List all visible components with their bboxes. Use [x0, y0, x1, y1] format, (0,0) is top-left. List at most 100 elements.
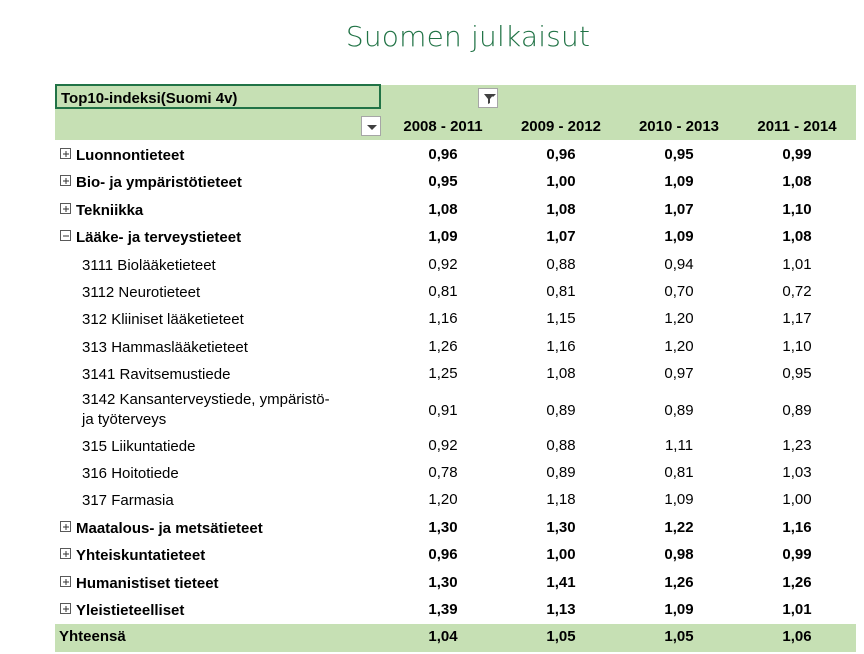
table-cell[interactable]: 0,89: [664, 401, 694, 419]
column-header[interactable]: 2008 - 2011: [403, 118, 483, 135]
table-cell[interactable]: 1,39: [428, 601, 458, 618]
table-cell[interactable]: 0,94: [664, 255, 694, 273]
report-filter-cell[interactable]: Top10-indeksi(Suomi 4v): [55, 84, 381, 109]
row-label[interactable]: Bio- ja ympäristötieteet: [76, 173, 242, 193]
row-label[interactable]: Luonnontieteet: [76, 146, 184, 166]
row-label[interactable]: Yhteiskuntatieteet: [76, 546, 205, 566]
table-cell[interactable]: 1,09: [664, 491, 694, 509]
table-cell[interactable]: 1,08: [782, 228, 812, 246]
table-cell[interactable]: 1,20: [664, 310, 694, 328]
table-cell[interactable]: 1,00: [782, 491, 812, 509]
table-cell[interactable]: 0,92: [428, 255, 458, 273]
table-cell[interactable]: 1,16: [782, 518, 812, 536]
table-cell[interactable]: 0,89: [546, 401, 576, 419]
collapse-icon[interactable]: [60, 230, 71, 242]
table-cell[interactable]: 1,11: [664, 436, 694, 454]
expand-icon[interactable]: [60, 175, 71, 187]
expand-icon[interactable]: [60, 148, 71, 159]
table-cell[interactable]: 1,00: [546, 173, 576, 191]
table-cell[interactable]: 0,70: [664, 283, 694, 300]
table-cell[interactable]: 1,10: [782, 337, 812, 355]
table-cell[interactable]: 0,96: [428, 546, 458, 564]
table-cell[interactable]: 0,81: [546, 283, 576, 300]
table-cell[interactable]: 0,96: [546, 146, 576, 163]
expand-icon[interactable]: [60, 603, 71, 614]
table-cell[interactable]: 1,16: [428, 310, 458, 328]
row-label[interactable]: 3142 Kansanterveystiede, ympäristö-ja ty…: [82, 390, 330, 430]
row-label[interactable]: Lääke- ja terveystieteet: [76, 228, 241, 248]
column-header[interactable]: 2010 - 2013: [638, 118, 720, 135]
row-label[interactable]: Tekniikka: [76, 201, 143, 221]
table-cell[interactable]: 1,16: [546, 337, 576, 355]
table-cell[interactable]: 1,26: [664, 573, 694, 591]
table-cell[interactable]: 0,96: [428, 146, 458, 163]
table-cell[interactable]: 1,30: [428, 518, 458, 536]
table-cell[interactable]: 1,06: [782, 628, 812, 645]
table-cell[interactable]: 1,23: [782, 436, 812, 454]
table-cell[interactable]: 0,81: [428, 283, 458, 300]
expand-icon[interactable]: [60, 575, 71, 587]
table-cell[interactable]: 1,17: [782, 310, 812, 328]
table-cell[interactable]: 1,00: [546, 546, 576, 564]
table-cell[interactable]: 0,89: [782, 401, 812, 419]
table-cell[interactable]: 0,88: [546, 436, 576, 454]
table-cell[interactable]: 1,01: [782, 601, 812, 618]
table-cell[interactable]: 1,30: [546, 518, 576, 536]
table-cell[interactable]: 1,03: [782, 464, 812, 481]
table-cell[interactable]: 1,09: [664, 228, 694, 246]
table-cell[interactable]: 1,20: [664, 337, 694, 355]
row-label[interactable]: 312 Kliiniset lääketieteet: [82, 310, 244, 330]
table-cell[interactable]: 1,07: [546, 228, 576, 246]
table-cell[interactable]: 1,07: [664, 200, 694, 218]
table-cell[interactable]: 1,25: [428, 365, 458, 383]
table-cell[interactable]: 0,99: [782, 146, 812, 163]
table-cell[interactable]: 0,92: [428, 436, 458, 454]
expand-icon[interactable]: [60, 548, 71, 560]
expand-icon[interactable]: [60, 202, 71, 214]
table-cell[interactable]: 1,08: [546, 365, 576, 383]
table-cell[interactable]: 1,20: [428, 491, 458, 509]
table-cell[interactable]: 1,08: [428, 200, 458, 218]
row-label[interactable]: 3111 Biolääketieteet: [82, 256, 216, 276]
row-label[interactable]: Maatalous- ja metsätieteet: [76, 519, 263, 539]
table-cell[interactable]: 0,97: [664, 365, 694, 383]
column-header[interactable]: 2009 - 2012: [520, 118, 602, 135]
table-cell[interactable]: 0,98: [664, 546, 694, 564]
table-cell[interactable]: 0,88: [546, 255, 576, 273]
table-cell[interactable]: 1,26: [428, 337, 458, 355]
table-cell[interactable]: 0,95: [664, 146, 694, 163]
table-cell[interactable]: 1,05: [664, 628, 694, 645]
table-cell[interactable]: 1,09: [664, 173, 694, 191]
row-labels-dropdown-button[interactable]: [361, 116, 381, 136]
table-cell[interactable]: 0,99: [782, 546, 812, 564]
row-label[interactable]: 3112 Neurotieteet: [82, 283, 200, 303]
table-cell[interactable]: 0,91: [428, 401, 458, 419]
table-cell[interactable]: 0,78: [428, 464, 458, 481]
table-cell[interactable]: 1,05: [546, 628, 576, 645]
expand-icon[interactable]: [60, 520, 71, 532]
row-label[interactable]: 313 Hammaslääketieteet: [82, 338, 248, 358]
table-cell[interactable]: 1,18: [546, 491, 576, 509]
row-label[interactable]: 315 Liikuntatiede: [82, 437, 195, 457]
table-cell[interactable]: 0,89: [546, 464, 576, 481]
table-cell[interactable]: 1,04: [428, 628, 458, 645]
table-cell[interactable]: 1,08: [782, 173, 812, 191]
table-cell[interactable]: 1,26: [782, 573, 812, 591]
row-label[interactable]: Humanistiset tieteet: [76, 574, 219, 594]
table-cell[interactable]: 1,15: [546, 310, 576, 328]
table-cell[interactable]: 1,13: [546, 601, 576, 618]
table-cell[interactable]: 1,41: [546, 573, 576, 591]
row-label[interactable]: Yleistieteelliset: [76, 601, 184, 621]
table-cell[interactable]: 0,95: [428, 173, 458, 191]
table-cell[interactable]: 0,81: [664, 464, 694, 481]
table-cell[interactable]: 1,10: [782, 200, 812, 218]
column-header[interactable]: 2011 - 2014: [757, 118, 837, 135]
table-cell[interactable]: 0,95: [782, 365, 812, 383]
table-cell[interactable]: 1,30: [428, 573, 458, 591]
table-cell[interactable]: 1,08: [546, 200, 576, 218]
row-label[interactable]: 3141 Ravitsemustiede: [82, 365, 230, 385]
column-filter-button[interactable]: [478, 88, 498, 108]
row-label[interactable]: 317 Farmasia: [82, 491, 174, 511]
table-cell[interactable]: 1,01: [782, 255, 812, 273]
table-cell[interactable]: 1,09: [428, 228, 458, 246]
